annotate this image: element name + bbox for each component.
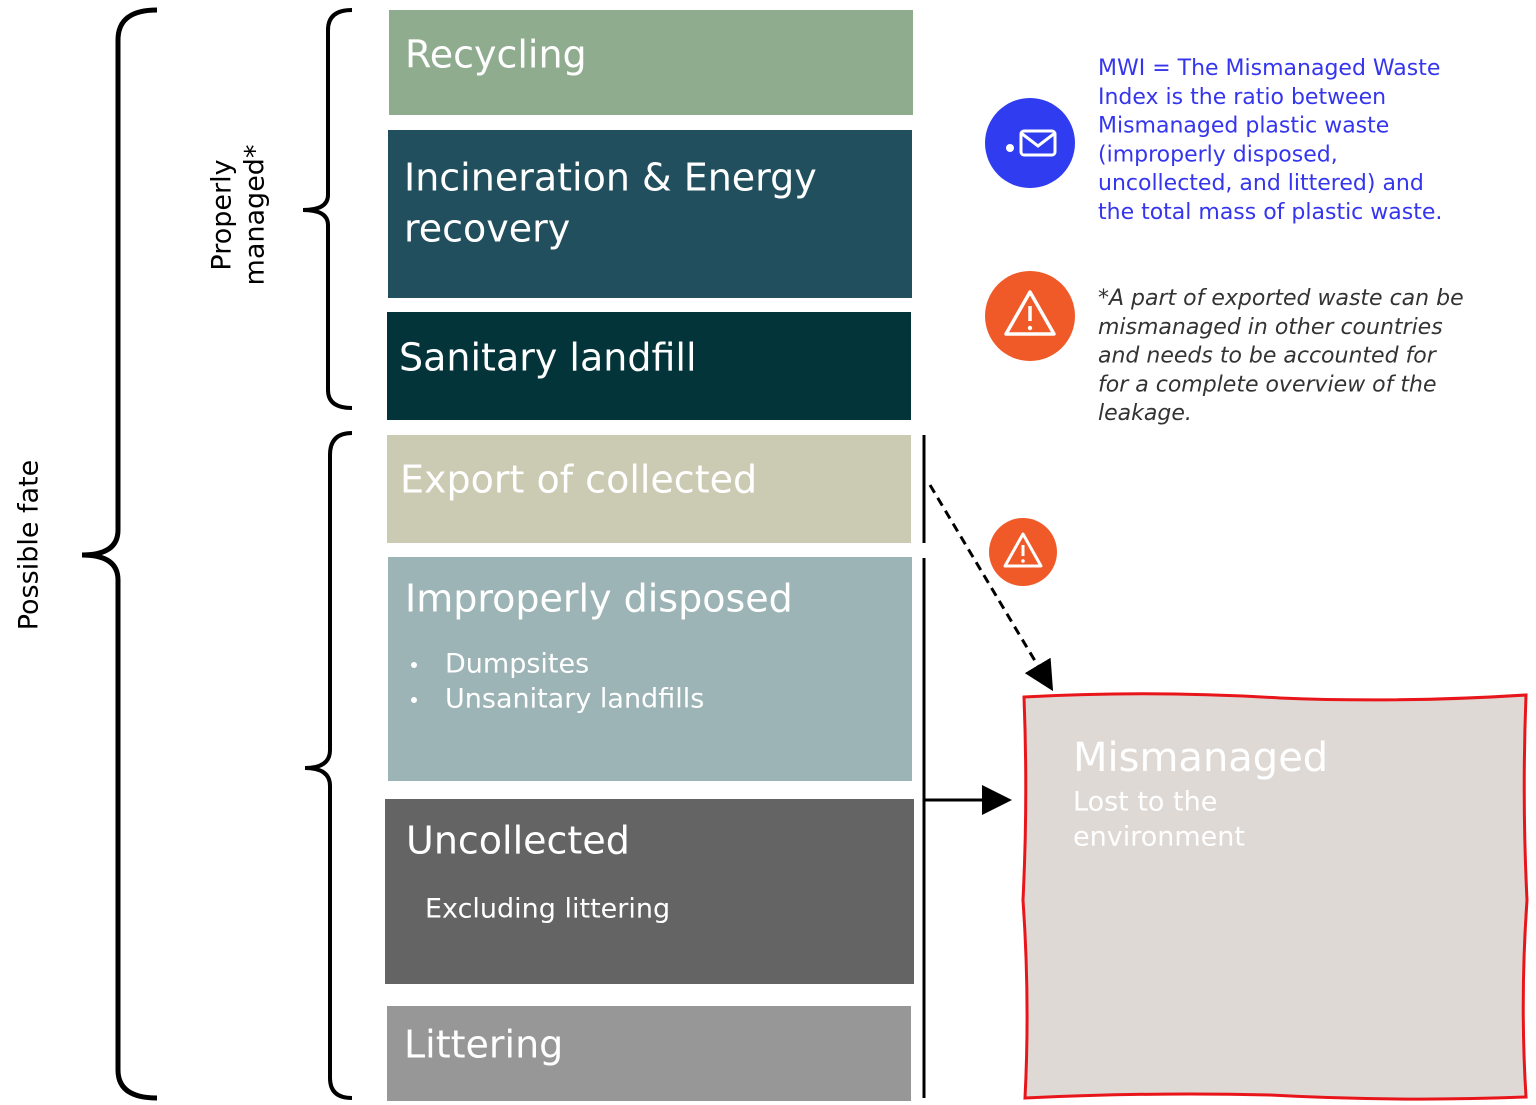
- note-line: the total mass of plastic waste.: [1098, 200, 1442, 225]
- fate-box: [387, 435, 911, 543]
- note-line: leakage.: [1098, 401, 1192, 426]
- note-line: for a complete overview of the: [1098, 372, 1437, 397]
- box-title: recovery: [404, 207, 570, 251]
- envelope: [1006, 144, 1014, 152]
- note-line: (improperly disposed,: [1098, 142, 1338, 167]
- box-title: Uncollected: [406, 819, 630, 863]
- warning-symbol: [1021, 559, 1025, 563]
- target-box: [1021, 692, 1529, 1101]
- bullet-dot: [411, 697, 417, 703]
- mismanaged-brace: [304, 431, 353, 1100]
- properly-label: managed*: [240, 145, 271, 286]
- box-title: Littering: [404, 1023, 563, 1067]
- fate-box: [387, 1006, 911, 1101]
- info-icon: [985, 98, 1075, 188]
- fate-box: [388, 557, 912, 781]
- bullet-dot: [411, 662, 417, 668]
- note-line: and needs to be accounted for: [1098, 344, 1438, 369]
- outer-label: Possible fate: [14, 460, 45, 631]
- target-title: Mismanaged: [1073, 735, 1328, 781]
- box-title: Recycling: [405, 33, 587, 77]
- box-title: Improperly disposed: [405, 577, 793, 621]
- properly-brace: [302, 8, 353, 410]
- warning-symbol: [1027, 325, 1033, 331]
- warning-symbol: [1004, 290, 1056, 336]
- bullet: Dumpsites: [445, 649, 589, 680]
- note-line: *A part of exported waste can be: [1098, 286, 1464, 311]
- note-line: Index is the ratio between: [1098, 85, 1386, 110]
- dashed-arrow: [928, 484, 1054, 692]
- note-line: Mismanaged plastic waste: [1098, 114, 1389, 139]
- fate-box: [387, 312, 911, 420]
- outer-brace: [81, 7, 158, 1101]
- note-line: MWI = The Mismanaged Waste: [1098, 56, 1440, 81]
- fate-box: [388, 130, 912, 298]
- properly-label: Properly: [207, 159, 238, 270]
- bullet: Unsanitary landfills: [445, 684, 704, 715]
- box-title: Sanitary landfill: [399, 336, 697, 380]
- envelope: [1020, 131, 1056, 148]
- box-title: Export of collected: [400, 458, 757, 502]
- warning-symbol: [1003, 532, 1043, 568]
- box-title: Incineration & Energy: [404, 156, 817, 200]
- fate-box: [385, 799, 914, 984]
- note-line: mismanaged in other countries: [1098, 315, 1443, 340]
- fate-box: [389, 10, 913, 115]
- target-subtitle: Lost to the: [1073, 787, 1217, 818]
- note-line: uncollected, and littered) and: [1098, 171, 1424, 196]
- box-subtitle: Excluding littering: [425, 894, 670, 925]
- envelope: [1019, 129, 1057, 157]
- target-subtitle: environment: [1073, 822, 1245, 853]
